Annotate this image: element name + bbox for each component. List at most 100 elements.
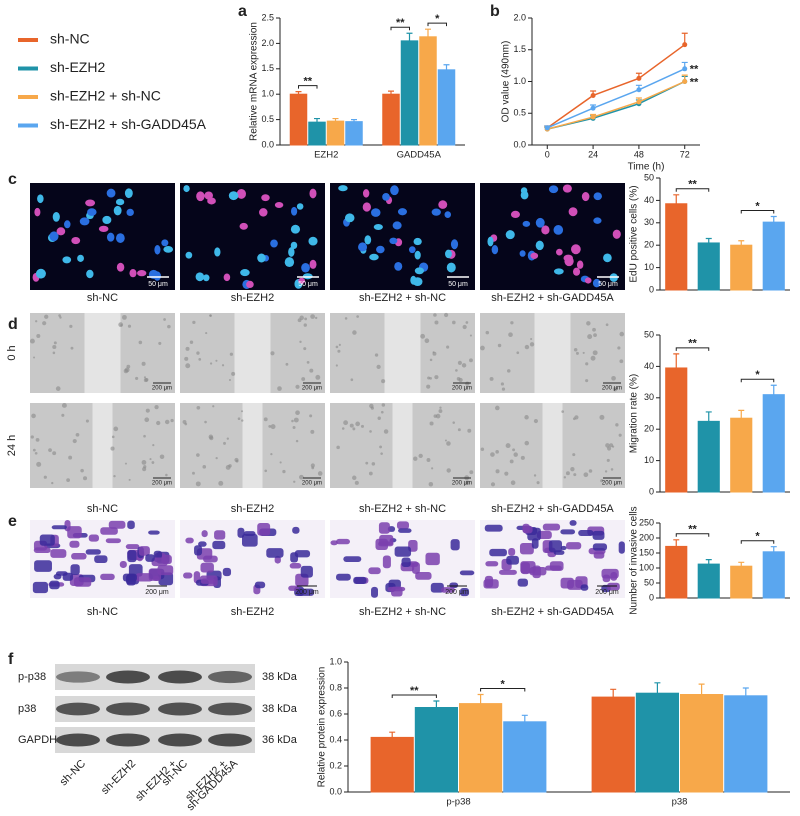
cell [425, 552, 440, 566]
sig-label: * [501, 678, 506, 690]
y-axis-label: OD value (490nm) [501, 41, 512, 123]
cell [563, 476, 567, 479]
error-bar [705, 411, 712, 422]
nucleus [240, 269, 250, 277]
sig-label: * [755, 369, 760, 381]
cell [336, 573, 351, 581]
cell [446, 441, 451, 446]
cell [36, 461, 42, 467]
nucleus [522, 220, 531, 227]
cell [209, 362, 213, 365]
cell [310, 314, 315, 319]
cell [282, 469, 286, 474]
cell [432, 351, 435, 354]
nucleus [450, 239, 459, 250]
nucleus [37, 194, 44, 204]
cell [548, 540, 563, 553]
cell [444, 439, 447, 442]
time-label: 0 h [6, 345, 18, 360]
nucleus [394, 261, 403, 271]
nucleus [392, 221, 402, 230]
cell [85, 549, 101, 555]
panel-letter: b [490, 3, 500, 20]
cell [365, 461, 369, 465]
time-label: 24 h [6, 435, 18, 456]
cell [461, 363, 467, 368]
cell [618, 433, 622, 437]
nucleus [195, 272, 205, 282]
cell [450, 539, 460, 551]
nucleus [371, 208, 381, 217]
cell [456, 377, 461, 381]
cell [303, 323, 307, 327]
cell [309, 414, 313, 418]
nucleus [510, 210, 520, 219]
cell [51, 481, 54, 485]
cell [495, 405, 500, 411]
bar [459, 703, 503, 793]
cell [469, 470, 474, 475]
scale-text: 200 μm [145, 589, 169, 596]
cell [506, 369, 511, 373]
nucleus [535, 217, 545, 228]
legend-label: sh-EZH2 + sh-GADD45A [50, 116, 207, 132]
cell [592, 327, 596, 332]
nucleus [438, 200, 448, 209]
cell [192, 471, 195, 475]
cell [428, 481, 434, 487]
cell [401, 557, 411, 568]
y-tick-label: 30 [644, 392, 654, 402]
error-bar [433, 700, 440, 708]
cell [439, 406, 442, 409]
y-tick-label: 0.5 [261, 114, 274, 124]
cell [418, 453, 423, 459]
sig-label: ** [690, 64, 699, 76]
cell [310, 429, 315, 434]
y-tick-label: 1.5 [513, 44, 526, 54]
cell [270, 452, 273, 456]
error-bar [295, 91, 302, 95]
nucleus [124, 188, 133, 199]
cell [338, 343, 341, 346]
sig-label: ** [396, 17, 405, 29]
blot-band [106, 670, 150, 684]
cell [200, 578, 216, 584]
y-tick-label: 1.0 [261, 89, 274, 99]
sig-label: ** [410, 685, 419, 697]
cell [70, 346, 74, 350]
nucleus [183, 185, 190, 193]
bar [762, 221, 785, 291]
cell [35, 437, 40, 442]
nucleus [298, 277, 306, 284]
cell [111, 435, 115, 439]
nucleus [261, 194, 270, 202]
cell [158, 341, 162, 345]
cell [585, 362, 589, 366]
nucleus [364, 235, 372, 245]
nucleus [71, 236, 81, 245]
cell [310, 463, 315, 468]
cell [195, 481, 201, 487]
scale-text: 50 μm [598, 281, 618, 288]
nucleus [204, 191, 213, 200]
point [636, 87, 642, 93]
cell [611, 445, 615, 448]
error-bar [351, 119, 357, 122]
cell [619, 331, 625, 337]
sig-bracket [675, 188, 710, 192]
nucleus [362, 202, 371, 212]
cell [52, 451, 57, 456]
nucleus [77, 254, 84, 262]
y-tick-label: 1.0 [513, 76, 526, 86]
nucleus [270, 239, 278, 248]
nucleus [309, 188, 317, 199]
cell [370, 406, 374, 410]
cell [50, 549, 67, 558]
nucleus [592, 278, 601, 288]
cell [163, 318, 166, 321]
cell [32, 448, 36, 452]
cell [413, 456, 418, 461]
panel-letter: c [8, 171, 17, 188]
nucleus [568, 207, 578, 217]
